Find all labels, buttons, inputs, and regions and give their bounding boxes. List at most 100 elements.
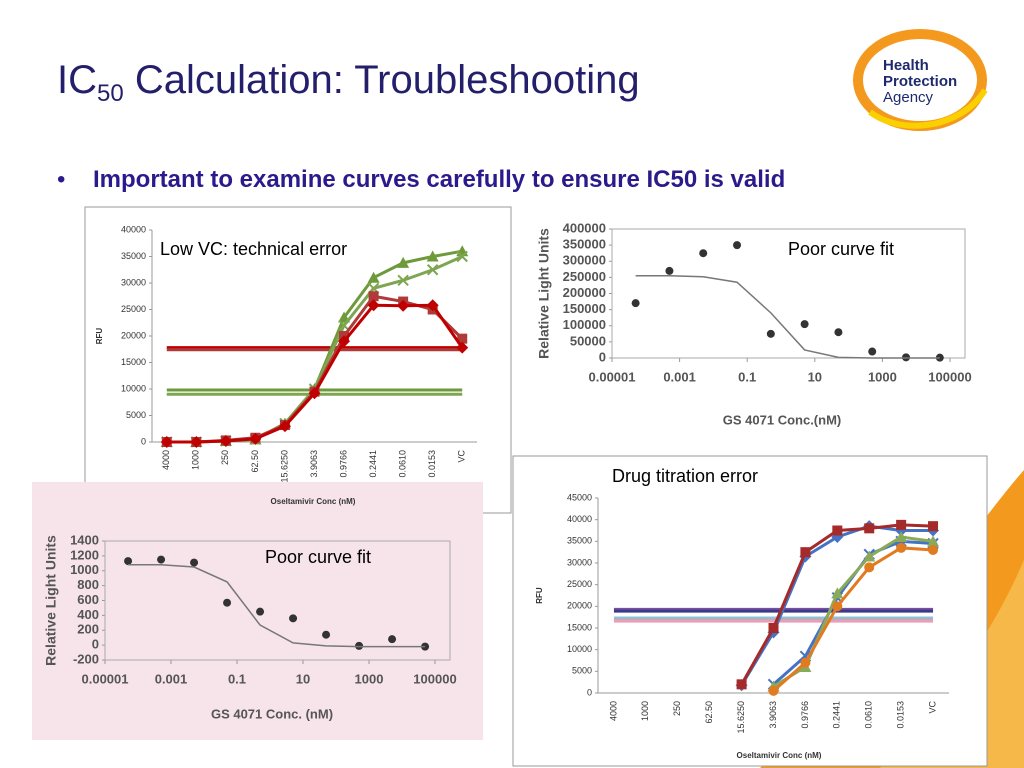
x-tick-label: 0.9766: [338, 450, 348, 478]
data-point: [322, 630, 331, 639]
x-tick-label: 4000: [161, 450, 171, 470]
x-tick-label: 0.9766: [800, 701, 810, 729]
y-tick-label: 150000: [563, 301, 606, 316]
x-tick-label: 10: [296, 671, 310, 686]
marker: [456, 341, 469, 354]
y-axis-label: Relative Light Units: [43, 535, 59, 666]
y-tick-label: 200000: [563, 285, 606, 300]
plot-frame: [611, 228, 966, 359]
x-axis-label: GS 4071 Conc. (nM): [211, 706, 333, 721]
annotation: Low VC: technical error: [160, 239, 347, 259]
series-line: [166, 294, 464, 444]
data-point: [256, 607, 265, 616]
y-tick-label: 10000: [121, 383, 146, 393]
y-tick-label: 1400: [70, 532, 99, 547]
y-tick-label: 1000: [70, 562, 99, 577]
marker: [832, 601, 843, 612]
y-tick-label: 15000: [121, 357, 146, 367]
annotation: Poor curve fit: [265, 547, 371, 567]
data-point: [665, 266, 674, 275]
y-tick-label: 0: [587, 687, 592, 697]
x-tick-label: 0.2441: [368, 450, 378, 478]
marker: [397, 274, 409, 287]
x-tick-label: VC: [457, 450, 467, 463]
marker: [927, 535, 940, 547]
chart-frame: [84, 206, 512, 514]
marker: [800, 657, 811, 668]
y-axis-label: RFU: [95, 328, 104, 345]
y-tick-label: 350000: [563, 237, 606, 252]
marker: [928, 545, 939, 555]
slide-title: IC50 Calculation: Troubleshooting: [57, 58, 640, 108]
y-tick-label: 50000: [570, 333, 606, 348]
y-tick-label: -200: [73, 651, 99, 666]
marker: [190, 436, 203, 448]
marker: [249, 432, 262, 445]
marker: [397, 256, 410, 268]
data-point: [124, 557, 133, 566]
y-tick-label: 1200: [70, 547, 99, 562]
y-tick-label: 40000: [567, 514, 592, 524]
fit-curve: [635, 275, 940, 359]
y-tick-label: 100000: [563, 317, 606, 332]
marker: [338, 335, 351, 348]
y-tick-label: 0: [599, 349, 606, 364]
data-point: [388, 635, 397, 644]
marker: [831, 587, 844, 599]
x-tick-label: 1000: [868, 369, 897, 384]
marker: [278, 420, 291, 433]
title-text: IC: [57, 58, 97, 102]
bullet-text: Important to examine curves carefully to…: [93, 166, 786, 193]
y-tick-label: 0: [92, 637, 99, 652]
marker: [768, 623, 779, 633]
x-tick-label: VC: [927, 701, 937, 714]
marker: [896, 542, 907, 553]
fit-curve: [128, 564, 426, 648]
marker: [160, 436, 173, 448]
y-tick-label: 40000: [121, 224, 146, 234]
series-line: [772, 535, 934, 688]
marker: [397, 299, 410, 312]
y-tick-label: 5000: [126, 410, 146, 420]
x-tick-label: 1000: [640, 701, 650, 721]
x-tick-label: 15.6250: [736, 701, 746, 734]
y-tick-label: 250000: [563, 269, 606, 284]
marker: [426, 264, 439, 276]
y-tick-label: 30000: [567, 557, 592, 567]
x-tick-label: 250: [220, 450, 230, 465]
data-point: [800, 320, 809, 329]
data-point: [733, 241, 742, 250]
marker: [864, 523, 875, 534]
logo-ring-yellow: [868, 88, 988, 129]
x-axis-label: GS 4071 Conc.(nM): [723, 412, 841, 427]
x-tick-label: 4000: [608, 701, 618, 721]
y-tick-label: 25000: [121, 304, 146, 314]
y-tick-label: 25000: [567, 579, 592, 589]
x-tick-label: 0.1: [228, 671, 246, 686]
marker: [219, 434, 232, 447]
x-tick-label: 0.0610: [864, 701, 874, 729]
marker: [895, 531, 908, 542]
x-tick-label: 62.50: [704, 701, 714, 724]
title-subscript: 50: [97, 80, 124, 107]
y-tick-label: 45000: [567, 492, 592, 502]
x-tick-label: 3.9063: [768, 701, 778, 729]
x-tick-label: 0.00001: [82, 671, 129, 686]
data-point: [631, 299, 640, 308]
marker: [456, 250, 468, 263]
data-point: [223, 598, 232, 607]
title-text: Calculation: Troubleshooting: [123, 58, 640, 102]
swoosh-light: [880, 560, 1024, 768]
x-tick-label: 3.9063: [309, 450, 319, 478]
x-tick-label: 0.00001: [589, 369, 636, 384]
y-tick-label: 20000: [121, 330, 146, 340]
y-tick-label: 800: [77, 577, 99, 592]
y-tick-label: 15000: [567, 622, 592, 632]
series-line: [166, 303, 464, 444]
annotation: Poor curve fit: [788, 239, 894, 259]
series-line: [772, 546, 934, 692]
data-point: [868, 347, 877, 356]
x-tick-label: 0.1: [738, 369, 756, 384]
y-tick-label: 200: [77, 622, 99, 637]
